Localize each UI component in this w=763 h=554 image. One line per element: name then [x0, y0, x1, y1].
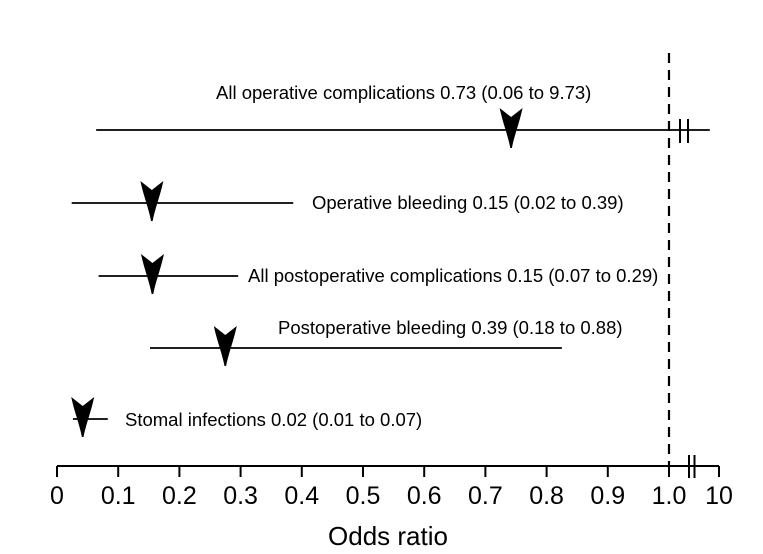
estimate-arrow-marker — [499, 108, 523, 148]
estimate-arrow-marker — [140, 254, 164, 294]
estimate-arrow-marker — [140, 181, 164, 221]
x-tick-label: 1.0 — [652, 482, 687, 510]
x-tick-label: 0.3 — [223, 482, 258, 510]
x-tick-label: 0.7 — [468, 482, 503, 510]
x-tick-label: 0.5 — [346, 482, 381, 510]
row-label: All postoperative complications 0.15 (0.… — [248, 265, 658, 286]
x-tick-label: 0.8 — [529, 482, 564, 510]
row-label: Operative bleeding 0.15 (0.02 to 0.39) — [312, 192, 624, 213]
x-tick-label: 0.1 — [101, 482, 136, 510]
estimate-arrow-marker — [213, 326, 237, 366]
x-tick-label: 0.2 — [162, 482, 197, 510]
row-label: Stomal infections 0.02 (0.01 to 0.07) — [125, 409, 422, 430]
x-tick-label: 0 — [50, 482, 64, 510]
x-axis-title: Odds ratio — [328, 521, 448, 551]
row-label: Postoperative bleeding 0.39 (0.18 to 0.8… — [278, 317, 623, 338]
x-tick-label: 0.6 — [407, 482, 442, 510]
row-label: All operative complications 0.73 (0.06 t… — [216, 82, 591, 103]
estimate-arrow-marker — [71, 397, 95, 437]
x-tick-label: 10 — [705, 482, 733, 510]
x-tick-label: 0.9 — [590, 482, 625, 510]
x-tick-label: 0.4 — [284, 482, 319, 510]
